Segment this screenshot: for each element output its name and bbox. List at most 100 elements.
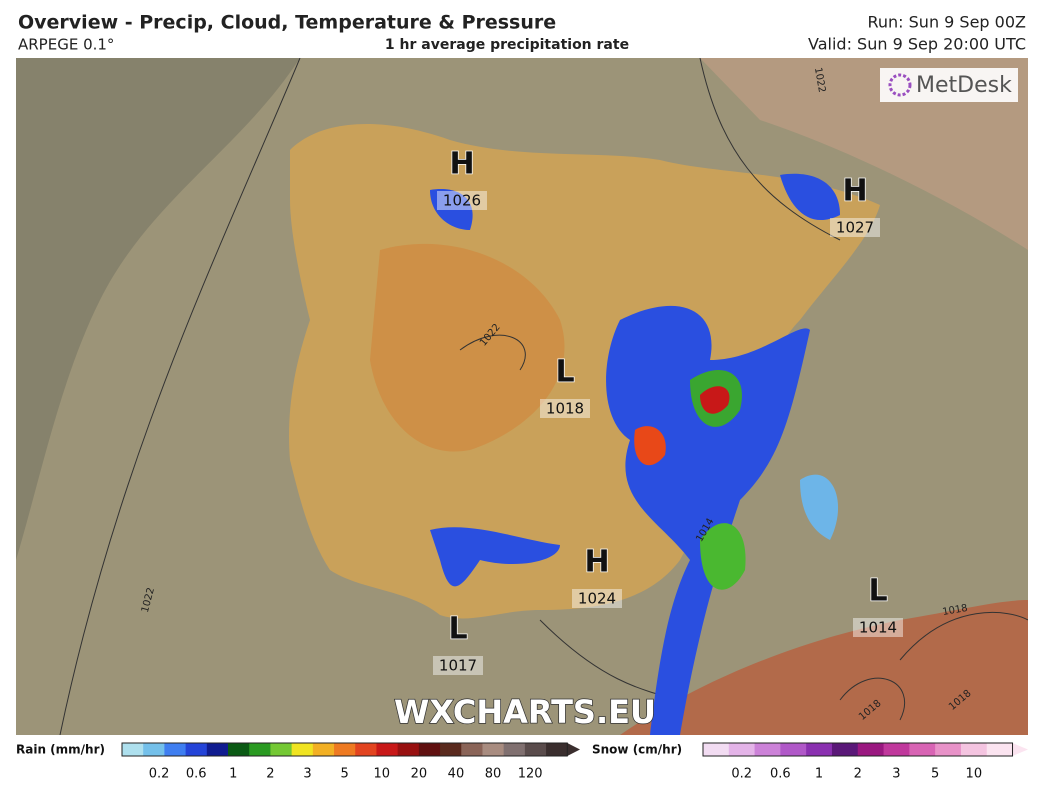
colorbar-segment <box>780 743 807 756</box>
colorbar-tick: 20 <box>411 767 428 782</box>
logo: MetDesk <box>916 73 1012 98</box>
heat <box>370 243 565 452</box>
colorbar-tick: 5 <box>931 767 939 782</box>
colorbar-segment <box>312 743 335 756</box>
rain-band <box>606 305 810 735</box>
land-france <box>700 58 1028 250</box>
rain-light <box>800 474 839 540</box>
colorbar-segment <box>524 743 547 756</box>
rain-cell <box>780 173 840 221</box>
colorbar-segment <box>206 743 229 756</box>
colorbar-segment <box>270 743 293 756</box>
colorbar-segment <box>228 743 250 756</box>
valid-time: Valid: Sun 9 Sep 20:00 UTC <box>808 35 1026 54</box>
colorbar-segment <box>355 743 377 756</box>
pressure-label-box <box>830 218 880 237</box>
cloud <box>16 58 300 560</box>
colorbar-tick: 40 <box>448 767 465 782</box>
colorbar-tick: 120 <box>518 767 543 782</box>
colorbar-segment <box>143 743 165 756</box>
colorbar-segment <box>376 743 399 756</box>
colorbar-segment <box>164 743 187 756</box>
pressure-value: 1014 <box>859 619 897 637</box>
colorbar-frame <box>702 742 1014 757</box>
colorbar-arrow <box>567 743 580 756</box>
pressure-value: 1017 <box>439 657 477 675</box>
colorbar-tick: 2 <box>266 767 274 782</box>
pressure-type: H <box>449 147 474 182</box>
pressure-label-box <box>433 656 483 675</box>
colorbar-segment <box>703 743 730 756</box>
colorbar-tick: 10 <box>966 767 983 782</box>
colorbar-tick: 1 <box>815 767 823 782</box>
pressure-label-box <box>437 191 487 210</box>
colorbar-tick: 0.6 <box>186 767 207 782</box>
colorbar-segment <box>728 743 756 756</box>
colorbar-segment <box>185 743 208 756</box>
model: ARPEGE 0.1° <box>18 36 114 54</box>
pressure-type: L <box>448 612 467 647</box>
colorbar-segment <box>291 743 314 756</box>
pressure-type: H <box>584 545 609 580</box>
colorbar-frame <box>121 742 568 757</box>
rain-legend-label: Rain (mm/hr) <box>16 743 105 757</box>
colorbar-tick: 1 <box>229 767 237 782</box>
pressure-type: L <box>555 355 574 390</box>
colorbar-segment <box>503 743 526 756</box>
colorbar-tick: 2 <box>854 767 862 782</box>
colorbar-segment <box>909 743 936 756</box>
colorbar-segment <box>440 743 462 756</box>
colorbar-segment <box>986 743 1014 756</box>
pressure-value: 1026 <box>443 192 481 210</box>
rain-cell <box>430 527 560 587</box>
colorbar-tick: 3 <box>303 767 311 782</box>
product: 1 hr average precipitation rate <box>385 37 629 53</box>
pressure-label-box <box>572 589 622 608</box>
colorbar-segment <box>482 743 505 756</box>
rain-heavy <box>634 426 666 466</box>
colorbar-segment <box>397 743 420 756</box>
colorbar-segment <box>122 743 144 756</box>
colorbar-segment <box>935 743 962 756</box>
colorbar-segment <box>883 743 910 756</box>
run-time: Run: Sun 9 Sep 00Z <box>867 13 1026 32</box>
pressure-type: L <box>868 574 887 609</box>
colorbar-segment <box>334 743 356 756</box>
pressure-type: H <box>842 174 867 209</box>
logo-box <box>880 68 1018 102</box>
rain-cell <box>430 189 473 230</box>
colorbar-segment <box>754 743 781 756</box>
pressure-label-box <box>853 618 903 637</box>
colorbar-tick: 3 <box>892 767 900 782</box>
colorbar-segment <box>960 743 988 756</box>
colorbar-segment <box>461 743 483 756</box>
isobars <box>59 58 1028 735</box>
isobar-label: 1022 <box>812 67 827 94</box>
isobar-label: 1018 <box>942 603 969 618</box>
colorbar-tick: 5 <box>340 767 348 782</box>
colorbar-segment <box>546 743 568 756</box>
colorbar-tick: 0.2 <box>731 767 752 782</box>
land-africa <box>620 600 1028 735</box>
colorbar-segment <box>249 743 271 756</box>
rain-moderate <box>700 523 746 590</box>
rain-heavy <box>700 386 730 414</box>
logo-icon <box>888 73 912 97</box>
colorbar-segment <box>806 743 833 756</box>
pressure-value: 1027 <box>836 219 874 237</box>
precipitation <box>430 173 840 735</box>
snow-legend-label: Snow (cm/hr) <box>592 743 682 757</box>
colorbar-segment <box>857 743 885 756</box>
pressure-label-box <box>540 399 590 418</box>
colorbar-tick: 0.6 <box>770 767 791 782</box>
colorbar-segment <box>418 743 441 756</box>
colorbar-segment <box>831 743 859 756</box>
pressure-value: 1024 <box>578 590 616 608</box>
title: Overview - Precip, Cloud, Temperature & … <box>18 12 556 34</box>
colorbar-tick: 10 <box>373 767 390 782</box>
colorbar-tick: 80 <box>485 767 502 782</box>
colorbar-arrow <box>1012 743 1028 756</box>
watermark: WXCHARTS.EU <box>394 693 656 731</box>
